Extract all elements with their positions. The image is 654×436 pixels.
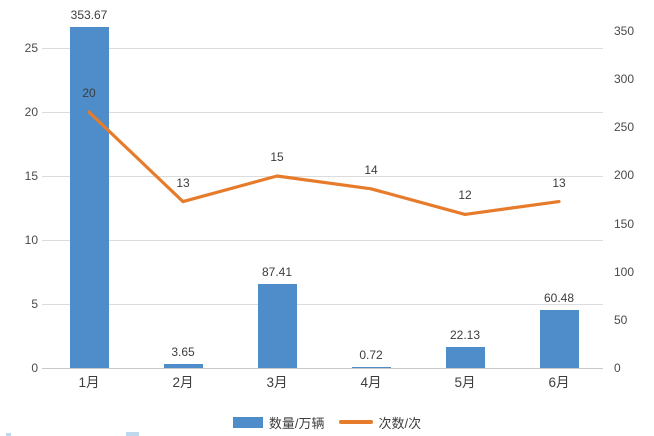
bar-value-label: 22.13 <box>449 327 481 342</box>
right-axis-tick-label: 250 <box>614 120 635 135</box>
right-axis-tick-label: 50 <box>614 312 628 327</box>
right-axis-tick-label: 0 <box>614 361 621 375</box>
x-axis-label: 3月 <box>266 375 288 390</box>
gridline <box>42 304 603 305</box>
chart-legend: 数量/万辆 次数/次 <box>0 411 654 433</box>
bar <box>351 367 391 368</box>
bar <box>539 309 579 368</box>
left-axis-tick-label: 0 <box>31 361 38 375</box>
legend-bar-swatch <box>232 416 263 428</box>
left-axis-tick-label: 10 <box>24 233 38 247</box>
line-point-label: 13 <box>552 175 566 190</box>
bar <box>69 27 109 368</box>
left-axis-tick-label: 20 <box>24 105 38 119</box>
gridline <box>42 240 603 241</box>
x-axis-label: 2月 <box>172 375 194 390</box>
bar <box>163 364 203 368</box>
right-axis-tick-label: 150 <box>614 216 635 231</box>
bar <box>445 346 485 368</box>
right-axis-tick-label: 300 <box>614 72 635 87</box>
cropped-watermark-artifact <box>126 432 139 436</box>
legend-bar-label: 数量/万辆 <box>268 415 325 431</box>
legend-line-label: 次数/次 <box>378 415 422 431</box>
x-axis-label: 6月 <box>548 375 570 390</box>
bar-value-label: 353.67 <box>70 8 108 23</box>
gridline <box>42 368 603 369</box>
right-axis-tick-label: 200 <box>614 168 635 183</box>
right-axis-tick-label: 100 <box>614 264 635 279</box>
gridline <box>42 112 603 113</box>
bar-value-label: 0.72 <box>359 348 383 362</box>
bar <box>257 283 297 368</box>
legend-line-swatch <box>338 420 373 424</box>
bar-value-label: 87.41 <box>261 264 293 279</box>
left-axis-tick-label: 15 <box>24 169 38 183</box>
left-axis-tick-label: 5 <box>31 297 38 311</box>
line-point-label: 14 <box>364 162 378 177</box>
left-axis-tick-label: 25 <box>24 41 38 55</box>
x-axis-label: 4月 <box>360 375 382 390</box>
x-axis-label: 5月 <box>454 375 476 390</box>
bar-value-label: 3.65 <box>171 345 195 360</box>
line-point-label: 15 <box>270 150 284 164</box>
right-axis-tick-label: 350 <box>614 24 635 38</box>
line-point-label: 12 <box>458 188 472 203</box>
bar-value-label: 60.48 <box>543 290 575 305</box>
line-point-label: 20 <box>82 86 96 100</box>
cropped-watermark-artifact <box>6 433 11 436</box>
line-point-label: 13 <box>176 175 190 190</box>
x-axis-label: 1月 <box>78 375 100 390</box>
gridline <box>42 48 603 49</box>
